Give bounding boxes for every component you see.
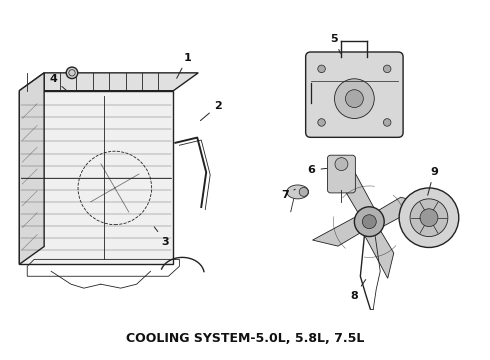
Circle shape <box>383 65 391 73</box>
Text: COOLING SYSTEM-5.0L, 5.8L, 7.5L: COOLING SYSTEM-5.0L, 5.8L, 7.5L <box>126 332 364 345</box>
Polygon shape <box>19 73 198 91</box>
Polygon shape <box>313 216 361 246</box>
Circle shape <box>335 158 348 171</box>
Circle shape <box>410 199 448 237</box>
Circle shape <box>318 65 325 73</box>
Circle shape <box>383 119 391 126</box>
Polygon shape <box>378 197 426 227</box>
Text: 4: 4 <box>49 74 67 91</box>
Circle shape <box>345 90 363 108</box>
Circle shape <box>420 209 438 227</box>
Text: 2: 2 <box>200 100 222 121</box>
Circle shape <box>66 67 78 78</box>
Circle shape <box>354 207 384 237</box>
Circle shape <box>399 188 459 247</box>
Circle shape <box>318 119 325 126</box>
Polygon shape <box>19 91 173 264</box>
Circle shape <box>335 79 374 118</box>
Text: 8: 8 <box>350 279 366 301</box>
Text: 9: 9 <box>428 167 438 195</box>
Polygon shape <box>364 230 394 278</box>
Polygon shape <box>345 165 374 213</box>
Polygon shape <box>19 73 44 264</box>
Circle shape <box>299 188 308 196</box>
FancyBboxPatch shape <box>327 155 355 193</box>
Circle shape <box>362 215 376 229</box>
Ellipse shape <box>287 185 309 199</box>
FancyBboxPatch shape <box>306 52 403 137</box>
Text: 1: 1 <box>177 53 191 78</box>
Text: 6: 6 <box>308 165 327 175</box>
Text: 7: 7 <box>281 189 295 200</box>
Text: 5: 5 <box>331 34 341 53</box>
Text: 3: 3 <box>154 227 169 247</box>
